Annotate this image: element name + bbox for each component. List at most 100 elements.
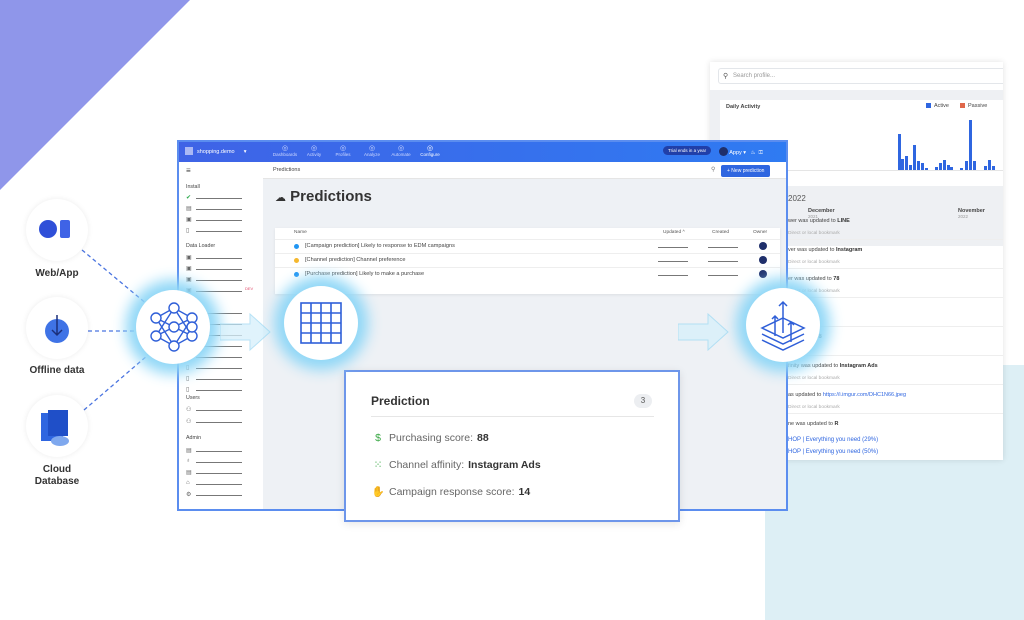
sidebar-item[interactable]: ▣ (186, 276, 256, 283)
avatar (719, 147, 728, 156)
menu-icon: ≡ (186, 166, 191, 175)
bar (935, 167, 938, 170)
neural-network-icon (136, 290, 210, 364)
web-app-icon (26, 199, 88, 261)
col-name[interactable]: Name (294, 230, 307, 235)
col-owner[interactable]: Owner (753, 230, 768, 235)
decorative-triangle (0, 0, 190, 190)
sidebar-item[interactable]: ⚇ (186, 418, 256, 425)
bar (925, 168, 928, 170)
section-users: Users (186, 395, 200, 401)
sidebar-item[interactable]: ▯ (186, 227, 256, 234)
bar (943, 159, 946, 170)
sidebar-item[interactable]: ✔ (186, 194, 256, 201)
breadcrumb: Predictions (273, 167, 301, 173)
activity-item: er was updated to 78 Direct or local book… (788, 276, 1003, 298)
legend-active: Active (926, 103, 949, 109)
new-prediction-button[interactable]: + New prediction (721, 165, 771, 177)
toolbar: Predictions ⚲ + New prediction (263, 162, 786, 179)
activity-link[interactable]: HOP | Everything you need (29%) (788, 437, 879, 443)
nav-icon: ◎ (397, 145, 405, 152)
bar (992, 165, 995, 170)
nav-icon: ◎ (310, 145, 318, 152)
prediction-card: Prediction 3 $ Purchasing score: 88 ⁙ Chann… (344, 370, 680, 522)
owner-avatar (759, 242, 767, 250)
source-label: Cloud (42, 464, 72, 475)
bar (984, 165, 987, 170)
legend-passive: Passive (960, 103, 987, 109)
sidebar-item[interactable]: ⌂ (186, 480, 256, 486)
top-nav: shopping.demo ▾ ◎ Dashboards ◎ Activity ◎ Pro… (179, 142, 786, 162)
bar (921, 163, 924, 170)
prediction-name: [Channel prediction] Channel preference (305, 257, 406, 263)
nav-analyze[interactable]: ◎ Analyze (358, 144, 386, 157)
nav-dashboards[interactable]: ◎ Dashboards (272, 145, 298, 157)
sidebar-item[interactable]: ▣ (186, 216, 256, 223)
bar (901, 159, 904, 170)
dev-badge: DEV (245, 286, 254, 291)
chart-title: Daily Activity (726, 104, 761, 110)
layers-upload-icon (746, 288, 820, 362)
nav-activity[interactable]: ◎ Activity (300, 144, 328, 157)
activity-link[interactable]: HOP | Everything you need (50%) (788, 449, 879, 455)
sidebar-item[interactable]: ⚙ (186, 491, 256, 498)
sidebar-item[interactable]: ♁ (186, 458, 256, 464)
status-dot (294, 272, 299, 277)
status-dot (294, 258, 299, 263)
campaign-response-score: ✋ Campaign response score: 14 (371, 486, 531, 498)
prediction-name: [Campaign prediction] Likely to response… (305, 243, 455, 249)
nav-icon: ◎ (368, 145, 376, 152)
sidebar-item[interactable]: ▤ (186, 469, 256, 476)
sidebar-item[interactable]: ⚇ (186, 406, 256, 413)
brain-icon: ☁ (275, 192, 286, 204)
nav-icon: ◎ (426, 145, 434, 152)
sidebar-item[interactable]: ▤ (186, 447, 256, 454)
count-badge: 3 (634, 394, 652, 408)
activity-link[interactable]: https://i.imgur.com/DHC1N66.jpeg (822, 392, 907, 398)
page-title: ☁ Predictions (275, 188, 372, 205)
trial-badge[interactable]: Trial ends in a year (663, 146, 712, 155)
search-icon[interactable]: ⚲ (711, 167, 716, 173)
sidebar-item[interactable]: ▤ (186, 205, 256, 212)
col-created[interactable]: Created (712, 230, 730, 235)
sidebar-item[interactable]: ▯ (186, 386, 256, 393)
workspace-switcher[interactable]: shopping.demo ▾ (185, 147, 247, 155)
nav-icon: ◎ (281, 145, 289, 152)
user-menu[interactable]: Appy ▾ ♨ ⚿ (719, 147, 763, 157)
source-label: Web/App (35, 268, 79, 279)
sidebar-item[interactable]: ▣ (186, 287, 256, 294)
arrow-right-icon (220, 312, 271, 352)
bar (947, 164, 950, 170)
col-updated[interactable]: Updated ^ (663, 230, 685, 235)
bar (898, 133, 901, 170)
sidebar-item[interactable]: ▯ (186, 364, 256, 371)
bar (909, 164, 912, 170)
table-row[interactable]: [Campaign prediction] Likely to response… (275, 239, 780, 253)
bell-icon: ♨ (750, 150, 756, 156)
owner-avatar (759, 256, 767, 264)
activity-item: wer was updated to LINE Direct or local b… (788, 218, 1003, 240)
activity-item: finity was updated to Instagram Ads Direc… (788, 363, 1003, 385)
bar (939, 162, 942, 170)
card-title: Prediction (371, 394, 430, 408)
table-row[interactable]: [Channel prediction] Channel preference (275, 253, 780, 267)
sidebar-item[interactable]: ▣ (186, 254, 256, 261)
search-profile-input[interactable]: ⚲ Search profile... (718, 68, 1003, 84)
nav-automate[interactable]: ◎ Automate (387, 144, 415, 157)
table-row[interactable]: [Purchase prediction] Likely to make a p… (275, 267, 780, 281)
activity-item: as updated to https://i.imgur.com/DHC1N6… (788, 392, 1003, 414)
source-label: Offline data (29, 365, 85, 376)
nav-configure[interactable]: ◎ Configure (416, 144, 444, 157)
sidebar-item[interactable]: ▯ (186, 375, 256, 382)
nav-profiles[interactable]: ◎ Profiles (329, 144, 357, 157)
bars (720, 119, 1003, 171)
nav-icon: ◎ (339, 145, 347, 152)
activity-item: ne was updated to R (788, 421, 839, 427)
sidebar-item[interactable]: ▣ (186, 265, 256, 272)
bar (965, 160, 968, 170)
dollar-cycle-icon: $ (375, 432, 381, 444)
x-label: December 2021 (808, 208, 835, 219)
channel-icon: ⁙ (373, 459, 383, 471)
predictions-table: Name Updated ^ Created Owner [Campaign p… (275, 228, 780, 294)
